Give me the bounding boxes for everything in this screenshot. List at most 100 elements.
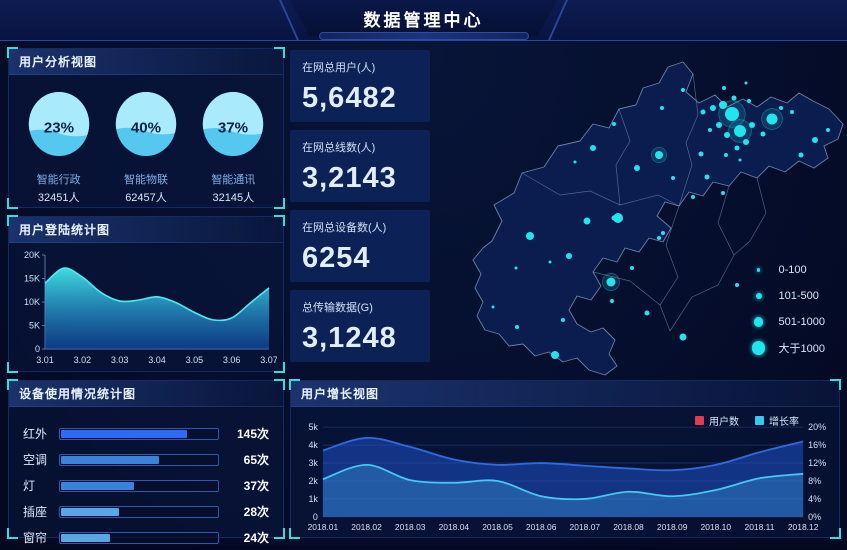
- svg-text:3.03: 3.03: [111, 355, 129, 365]
- bar-category-label: 红外: [23, 427, 48, 441]
- stat-label: 在网总设备数(人): [302, 222, 387, 234]
- panel-login-stats: 用户登陆统计图 0 5K 10K 15K 20K 3.01 3.02 3.03 3.04 3.05…: [7, 215, 285, 373]
- stat-label: 在网总用户(人): [302, 62, 376, 74]
- gauge-circle: 23%: [28, 91, 89, 157]
- legend-swatch: [755, 416, 764, 425]
- svg-text:2018.06: 2018.06: [526, 522, 557, 532]
- corner-decor: [274, 47, 285, 58]
- svg-text:8%: 8%: [808, 476, 821, 486]
- map-legend-dot: [753, 317, 764, 327]
- svg-text:2018.04: 2018.04: [439, 522, 470, 532]
- device-bar-list: 红外 145次空调 65次灯 37次 插座 28次 窗帘 24次: [9, 407, 283, 550]
- bar-fill: [61, 507, 120, 516]
- svg-text:2018.09: 2018.09: [657, 522, 688, 532]
- panel-user-growth: 用户增长视图 用户数 增长率 0 0% 1k 4% 2k 8% 3k 12% 4k 16% 5k 20%…: [289, 379, 841, 539]
- svg-text:2018.05: 2018.05: [482, 522, 513, 532]
- gauge-1: 23% 智能行政 32451人: [26, 89, 92, 205]
- svg-text:3.05: 3.05: [186, 355, 204, 365]
- bar-category-label: 空调: [23, 453, 48, 467]
- svg-text:2018.03: 2018.03: [395, 522, 426, 532]
- panel-title: 设备使用情况统计图: [19, 387, 137, 401]
- login-area-chart: 0 5K 10K 15K 20K 3.01 3.02 3.03 3.04 3.05 3.06 3.07: [24, 250, 277, 365]
- svg-text:3k: 3k: [308, 458, 318, 468]
- device-bar-row: 灯 37次: [23, 473, 269, 498]
- legend-label: 增长率: [769, 417, 799, 428]
- corner-decor: [7, 528, 18, 539]
- panel-title: 用户登陆统计图: [19, 223, 111, 237]
- svg-text:3.02: 3.02: [74, 355, 92, 365]
- stat-card-4: 总传输数据(G) 3,1248: [290, 290, 430, 362]
- bar-fill: [61, 533, 110, 542]
- stat-value: 3,1248: [302, 322, 397, 354]
- growth-chart: 0 0% 1k 4% 2k 8% 3k 12% 4k 16% 5k 20% 2018.01 2018.02…: [308, 422, 826, 532]
- legend-item-用户数[interactable]: 用户数: [695, 413, 739, 428]
- gauge-label: 智能通讯: [211, 174, 256, 186]
- corner-decor: [7, 379, 18, 390]
- bar-value: 24次: [243, 531, 269, 545]
- device-bar-row: 空调 65次: [23, 447, 269, 472]
- panel-user-analysis: 用户分析视图 23% 智能行政 32451人 40% 智能物联 62457人 37% 智能通讯…: [7, 47, 285, 209]
- svg-text:20%: 20%: [808, 422, 826, 432]
- svg-text:0: 0: [35, 344, 40, 354]
- map-legend-label: 101-500: [778, 290, 819, 302]
- svg-text:16%: 16%: [808, 440, 826, 450]
- page-title-plate: 数据管理中心: [290, 0, 558, 36]
- bar-category-label: 插座: [23, 505, 48, 519]
- svg-text:2018.11: 2018.11: [745, 522, 775, 532]
- svg-text:2018.10: 2018.10: [701, 522, 732, 532]
- map-legend-item: 501-1000: [751, 309, 825, 335]
- svg-text:2018.02: 2018.02: [351, 522, 382, 532]
- bar-track: [59, 505, 219, 518]
- corner-decor: [289, 379, 300, 390]
- svg-text:12%: 12%: [808, 458, 826, 468]
- svg-text:15K: 15K: [24, 274, 40, 284]
- bar-fill: [61, 481, 134, 490]
- map-legend-dot: [755, 293, 762, 299]
- gauge-2: 40% 智能物联 62457人: [113, 89, 179, 205]
- device-bar-row: 窗帘 24次: [23, 525, 269, 550]
- stat-card-3: 在网总设备数(人) 6254: [290, 210, 430, 282]
- bar-category-label: 灯: [23, 479, 36, 493]
- svg-text:4%: 4%: [808, 494, 821, 504]
- panel-device-usage: 设备使用情况统计图 红外 145次 空调 65次灯 37次 插座 28次 窗帘 24次: [7, 379, 285, 545]
- page-title: 数据管理中心: [363, 10, 484, 30]
- stat-value: 6254: [302, 242, 371, 274]
- legend-label: 用户数: [709, 417, 739, 428]
- corner-decor: [830, 528, 841, 539]
- svg-text:0: 0: [313, 512, 318, 522]
- gauge-label: 智能行政: [36, 174, 81, 186]
- map-legend-label: 501-1000: [778, 316, 826, 328]
- svg-text:5k: 5k: [308, 422, 318, 432]
- svg-text:2018.01: 2018.01: [308, 522, 339, 532]
- corner-decor: [274, 215, 285, 226]
- corner-decor: [7, 215, 18, 226]
- legend-item-增长率[interactable]: 增长率: [755, 413, 799, 428]
- svg-text:23%: 23%: [44, 119, 75, 136]
- bar-track: [59, 531, 219, 544]
- gauge-count: 32145人: [212, 192, 255, 204]
- map-legend-item: 0-100: [751, 257, 825, 283]
- gauge-group: 23% 智能行政 32451人 40% 智能物联 62457人 37% 智能通讯 32145人: [9, 75, 283, 205]
- growth-chart-legend: 用户数 增长率: [695, 413, 799, 428]
- stat-label: 在网总线数(人): [302, 142, 376, 154]
- device-bar-row: 插座 28次: [23, 499, 269, 524]
- bar-value: 65次: [243, 453, 269, 467]
- svg-text:3.07: 3.07: [260, 355, 277, 365]
- gauge-3: 37% 智能通讯 32145人: [200, 89, 266, 205]
- stat-card-2: 在网总线数(人) 3,2143: [290, 130, 430, 202]
- title-underline-decor: [318, 32, 529, 40]
- panel-header-user-analysis: 用户分析视图: [9, 49, 283, 75]
- legend-swatch: [695, 416, 704, 425]
- bar-track: [59, 479, 219, 492]
- svg-text:2018.07: 2018.07: [570, 522, 601, 532]
- gauge-count: 62457人: [125, 192, 167, 204]
- stat-value: 3,2143: [302, 162, 397, 194]
- svg-text:3.06: 3.06: [223, 355, 241, 365]
- corner-decor: [289, 528, 300, 539]
- corner-decor: [274, 362, 285, 373]
- device-bar-row: 红外 145次: [23, 421, 269, 446]
- svg-text:2018.12: 2018.12: [788, 522, 819, 532]
- corner-decor: [7, 198, 18, 209]
- panel-header-login-stats: 用户登陆统计图: [9, 217, 283, 243]
